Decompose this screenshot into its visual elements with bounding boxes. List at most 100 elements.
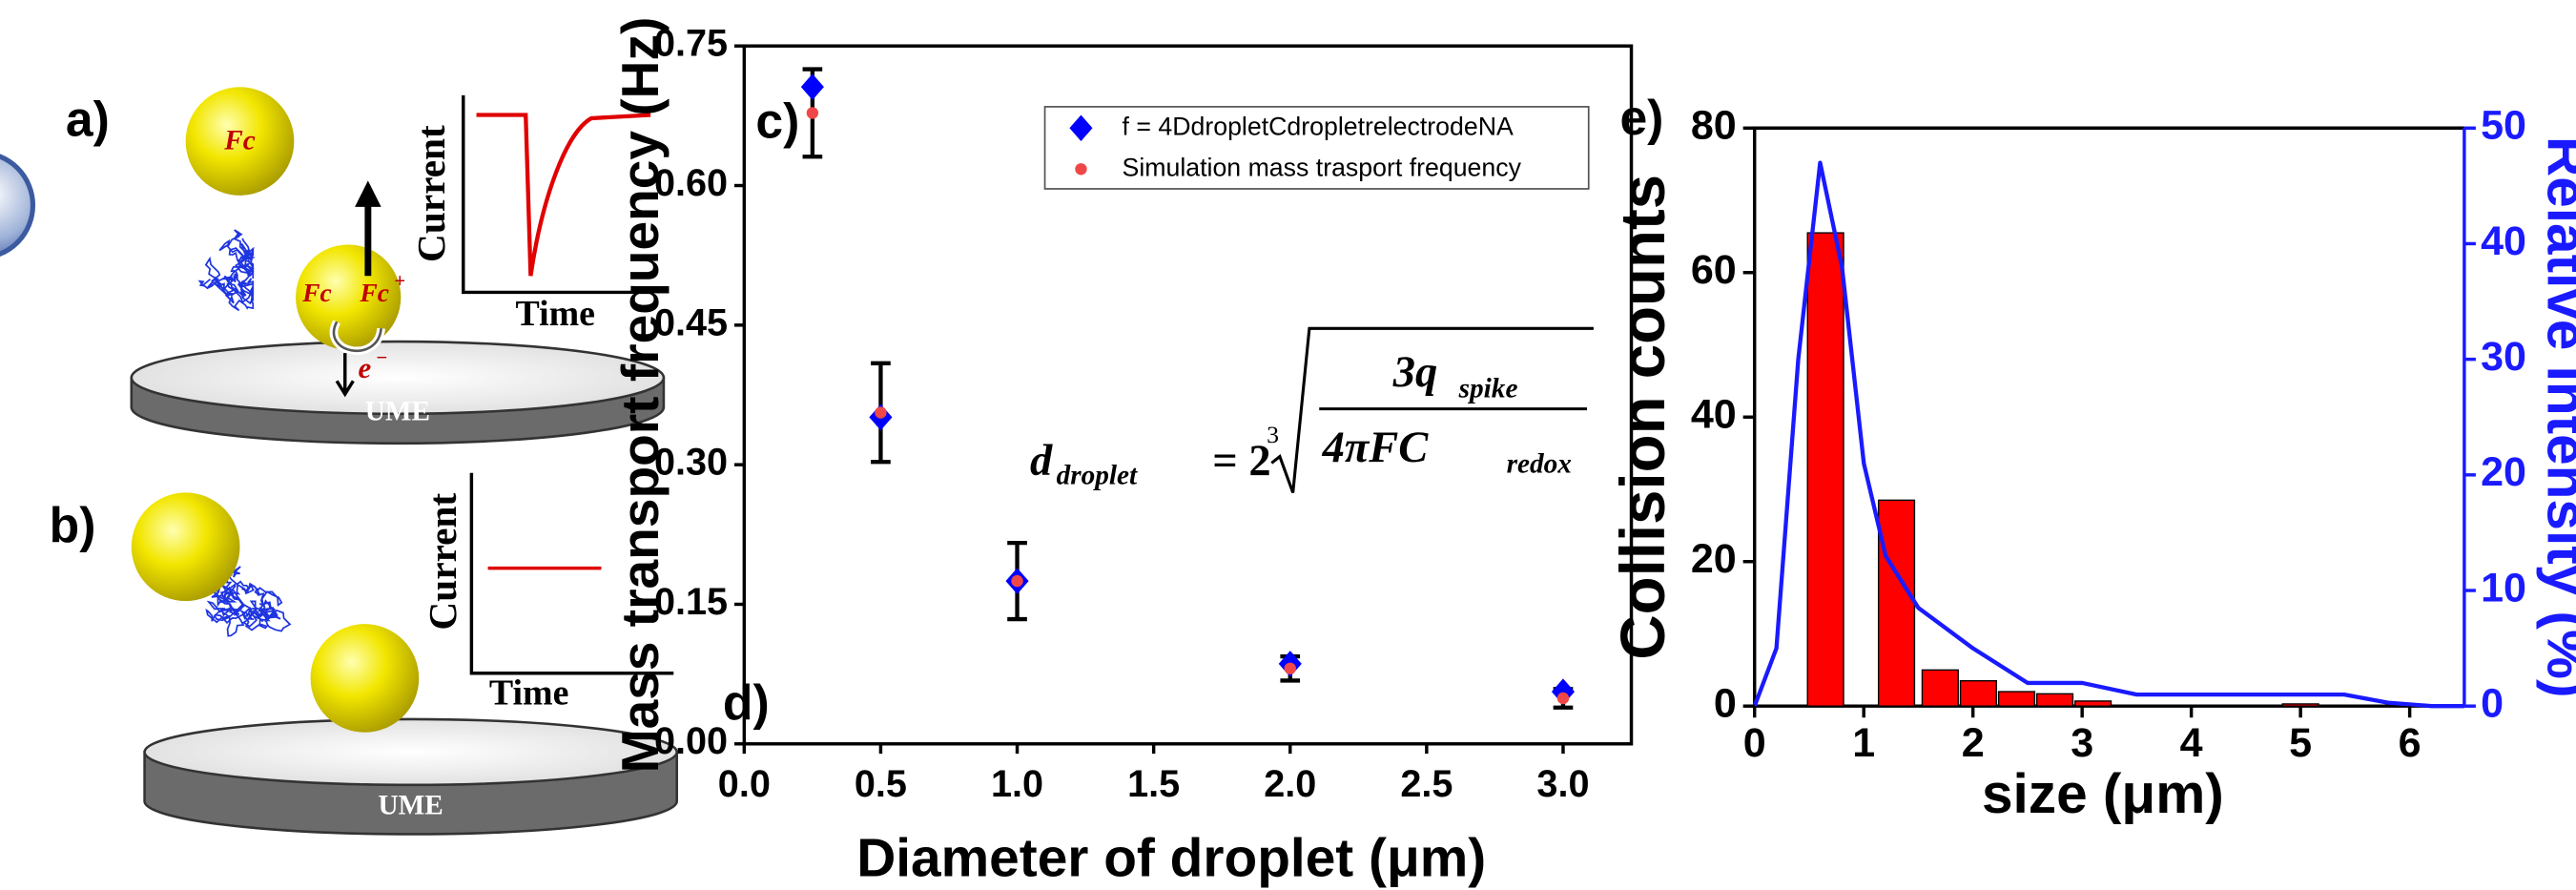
- x-tick-label: 2.5: [1400, 763, 1453, 805]
- y-tick-label: 20: [1691, 536, 1737, 582]
- x-tick-label: 0: [1743, 720, 1766, 766]
- legend-box: [1043, 106, 1590, 190]
- cropped-icon: [0, 154, 36, 258]
- radical-sign: [1270, 326, 1594, 493]
- x-tick-label: 6: [2399, 720, 2421, 766]
- x-tick-label: 4: [2180, 720, 2203, 766]
- bar: [2281, 703, 2319, 707]
- electron-label: e: [359, 351, 372, 384]
- droplet-label: Fc: [223, 125, 256, 155]
- panel-label: b): [50, 497, 96, 552]
- droplet: [310, 624, 420, 733]
- charge-sign: +: [394, 271, 405, 292]
- x-tick-label: 1.0: [991, 763, 1043, 805]
- inset-axes: [469, 472, 674, 675]
- y-tick-label: 0.45: [654, 301, 728, 343]
- y-tick-label: 0: [1714, 681, 1737, 727]
- equation-text: d: [1030, 437, 1053, 486]
- inset-trace: [476, 113, 651, 277]
- y-axis-label: Mass transport frequency (Hz): [610, 17, 670, 774]
- legend-label: Simulation mass trasport frequency: [1123, 153, 1522, 181]
- x-tick-label: 2: [1962, 720, 1985, 766]
- inset-xlabel: Time: [515, 294, 594, 334]
- electrode-top: [130, 340, 666, 416]
- x-tick-label: 5: [2289, 720, 2312, 766]
- random-walk: [197, 229, 256, 312]
- bar: [1997, 691, 2036, 707]
- x-tick-label: 1: [1852, 720, 1875, 766]
- y2-tick-label: 40: [2481, 218, 2526, 264]
- electrode-label: UME: [378, 791, 443, 821]
- x-axis-label: size (μm): [1982, 763, 2224, 825]
- plot-frame: [1752, 126, 2464, 707]
- y-tick-label: 0.30: [654, 442, 728, 484]
- y-tick-label: 0.15: [654, 581, 728, 623]
- diamond-marker: [800, 73, 824, 100]
- x-tick-label: 3: [2071, 720, 2093, 766]
- bar: [2035, 693, 2074, 707]
- y2-tick-label: 50: [2481, 103, 2526, 149]
- droplet: [296, 244, 402, 350]
- y-tick-label: 80: [1691, 103, 1737, 149]
- electrode-top: [143, 717, 678, 787]
- legend-marker: [1075, 163, 1087, 176]
- panel-label: d): [723, 674, 770, 730]
- circle-marker: [1011, 574, 1023, 588]
- circle-marker: [1284, 662, 1296, 674]
- y-tick-label: 0.75: [654, 23, 728, 65]
- inset-ylabel: Current: [421, 493, 464, 631]
- legend-label: f = 4DdropletCdropletrelectrodeNA: [1123, 112, 1515, 140]
- y2-axis-label: Relative Intensity (%): [2536, 136, 2576, 698]
- circle-marker: [806, 107, 819, 119]
- bar: [1806, 232, 1844, 707]
- panel-label: c): [755, 93, 799, 148]
- x-tick-label: 1.5: [1127, 763, 1180, 805]
- equation-subscript: spike: [1458, 373, 1518, 404]
- y-tick-label: 60: [1691, 247, 1737, 293]
- x-tick-label: 3.0: [1536, 763, 1589, 805]
- droplet: [185, 87, 295, 196]
- droplet: [131, 492, 240, 602]
- plot-frame: [742, 44, 1634, 746]
- x-tick-label: 0.5: [855, 763, 907, 805]
- inset-xlabel: Time: [489, 673, 568, 714]
- x-axis-label: Diameter of droplet (μm): [856, 829, 1486, 889]
- x-tick-label: 2.0: [1264, 763, 1316, 805]
- inset-ylabel: Current: [409, 125, 453, 262]
- electron-charge: −: [376, 348, 387, 369]
- droplet-label: Fc: [359, 278, 389, 307]
- electrode-label: UME: [365, 397, 430, 427]
- bar: [2074, 700, 2112, 707]
- equation-text: 3q: [1392, 348, 1438, 397]
- circle-marker: [875, 406, 887, 419]
- equation-subscript: redox: [1507, 449, 1572, 480]
- x-tick-label: 0.0: [718, 763, 771, 805]
- equation-text: 4πFC: [1322, 424, 1430, 472]
- equation-subscript: droplet: [1057, 461, 1138, 491]
- bar: [1921, 669, 1959, 707]
- panel-label: a): [66, 92, 110, 147]
- legend-marker: [1069, 114, 1093, 142]
- droplet-label: Fc: [301, 278, 332, 307]
- bar: [1877, 499, 1916, 707]
- y-tick-label: 40: [1691, 392, 1737, 438]
- y2-tick-label: 10: [2481, 565, 2526, 611]
- random-walk: [205, 566, 292, 637]
- y2-tick-label: 0: [2481, 681, 2504, 727]
- y2-tick-label: 30: [2481, 334, 2526, 380]
- y-tick-label: 0.60: [654, 162, 728, 204]
- electron-arrow: [333, 321, 382, 353]
- inset-axes: [462, 94, 654, 295]
- y2-tick-label: 20: [2481, 449, 2526, 495]
- electron-down: [335, 353, 355, 398]
- bar: [1959, 680, 1997, 707]
- equation-text: = 2: [1212, 437, 1270, 486]
- equation-root-index: 3: [1267, 421, 1279, 448]
- y-axis-label: Collision counts: [1608, 175, 1678, 660]
- arrow-head: [355, 180, 381, 207]
- panel-label: e): [1619, 90, 1663, 145]
- line-series: [1752, 160, 2464, 709]
- circle-marker: [1556, 692, 1570, 705]
